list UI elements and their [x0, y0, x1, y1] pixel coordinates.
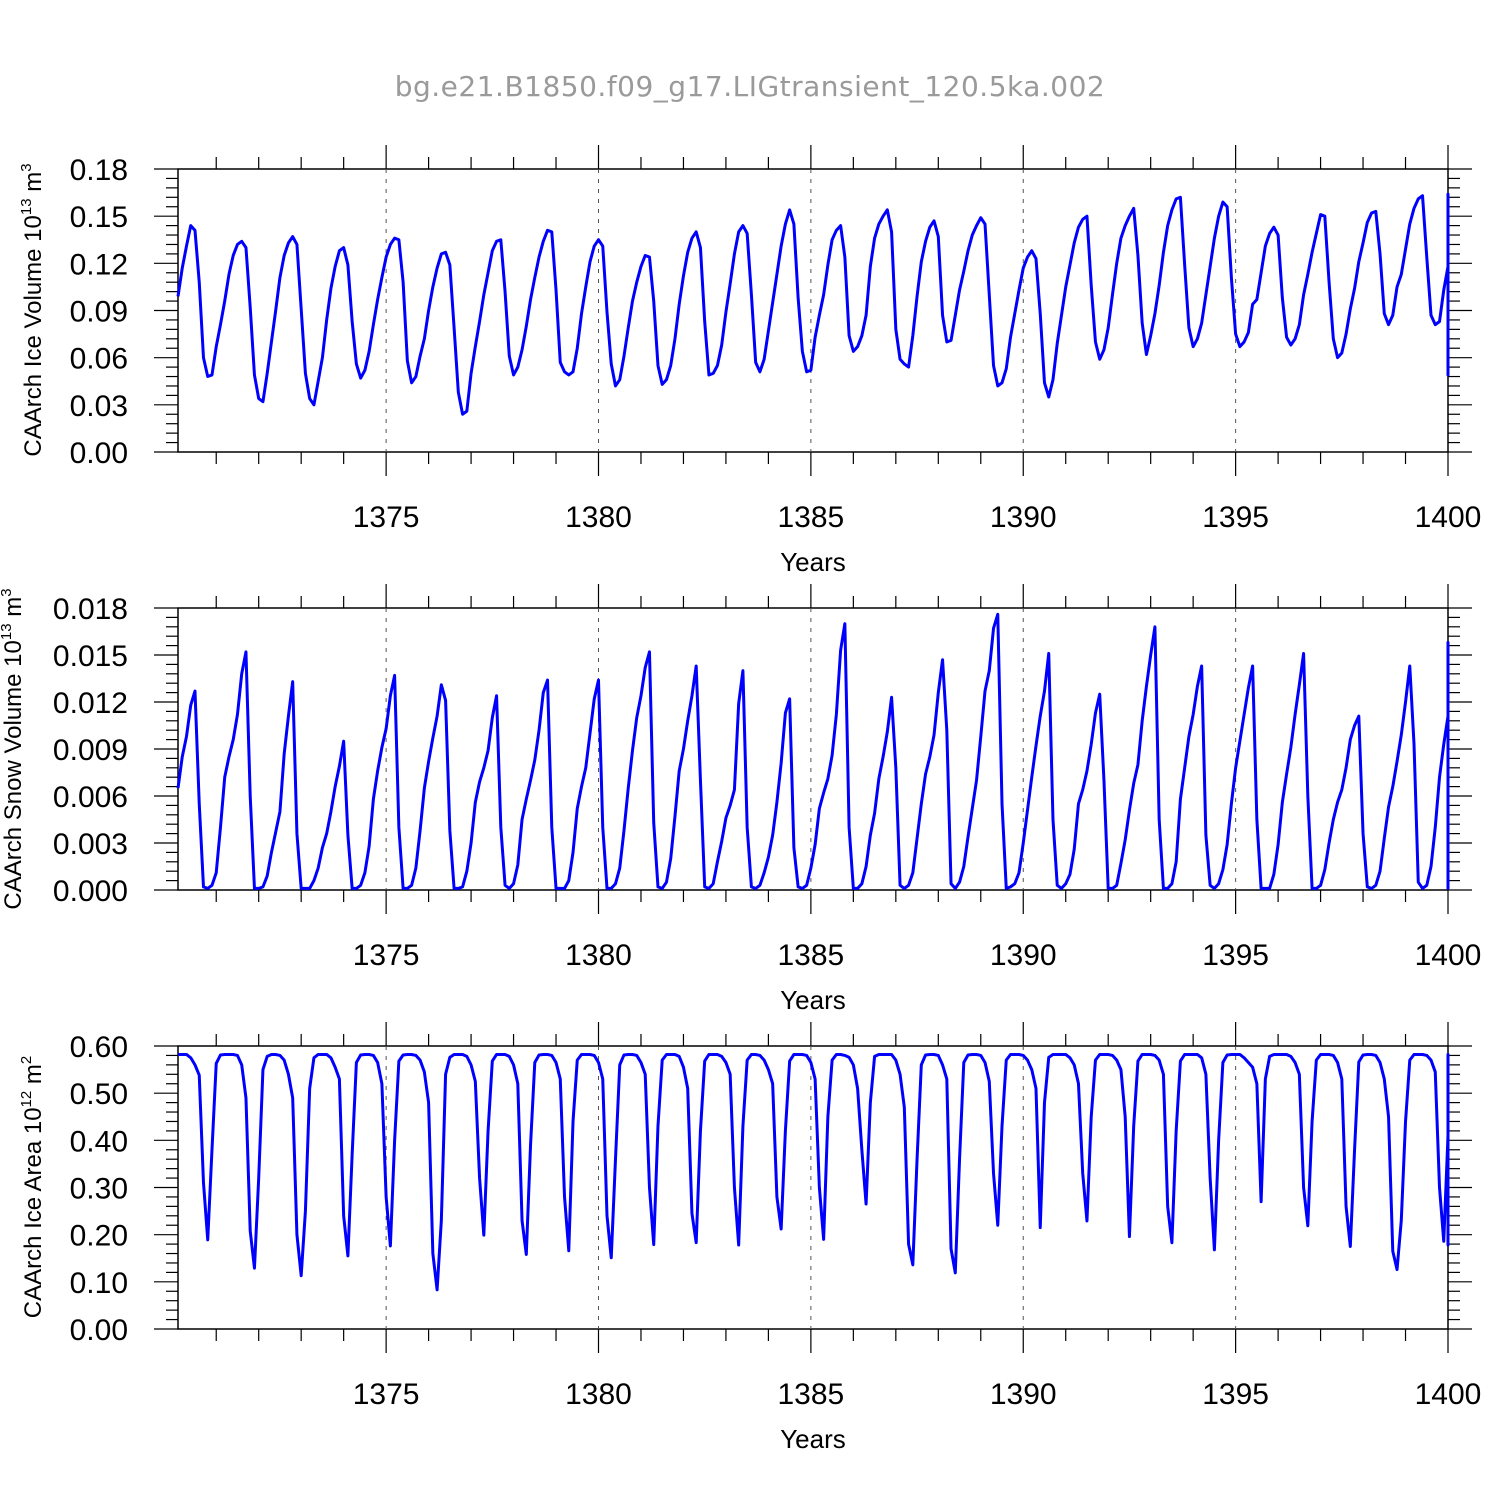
x-tick-label: 1395 [1202, 1378, 1269, 1411]
panel-snow-volume: 1375 1380 1385 1390 1395 1400 0.000 0.003 0.006… [0, 584, 1481, 1015]
y-tick-label: 0.30 [70, 1173, 128, 1206]
y-tick-label: 0.03 [70, 390, 128, 423]
x-axis-label: Years [780, 985, 846, 1015]
x-tick-label: 1390 [990, 501, 1057, 534]
x-tick-labels: 1375 1380 1385 1390 1395 1400 [353, 1378, 1482, 1411]
x-tick-label: 1395 [1202, 501, 1269, 534]
snow-volume-series-line [176, 612, 1450, 890]
x-axis-label: Years [780, 1424, 846, 1454]
y-tick-label: 0.009 [53, 734, 128, 767]
y-tick-label: 0.018 [53, 593, 128, 626]
x-tick-label: 1375 [353, 1378, 420, 1411]
x-tick-label: 1400 [1415, 501, 1482, 534]
x-tick-label: 1375 [353, 501, 420, 534]
figure-title: bg.e21.B1850.f09_g17.LIGtransient_120.5k… [395, 70, 1106, 103]
x-tick-label: 1380 [565, 939, 632, 972]
x-tick-label: 1385 [778, 939, 845, 972]
y-axis-label: CAArch Ice Volume 1013 m3 [18, 163, 47, 456]
x-tick-label: 1380 [565, 501, 632, 534]
y-tick-label: 0.015 [53, 640, 128, 673]
y-tick-label: 0.09 [70, 296, 128, 329]
y-tick-labels: 0.000 0.003 0.006 0.009 0.012 0.015 0.018 [53, 593, 128, 908]
x-tick-label: 1400 [1415, 1378, 1482, 1411]
y-tick-label: 0.012 [53, 687, 128, 720]
y-tick-label: 0.003 [53, 828, 128, 861]
y-tick-labels: 0.00 0.03 0.06 0.09 0.12 0.15 0.18 [70, 154, 128, 470]
x-tick-label: 1390 [990, 939, 1057, 972]
panel-ice-volume: 1375 1380 1385 1390 1395 1400 0.000.030.060.0… [18, 145, 1481, 577]
y-tick-marks [154, 1045, 1472, 1330]
y-tick-label: 0.20 [70, 1220, 128, 1253]
panel-ice-area: 1375 1380 1385 1390 1395 1400 0.00 0.10 0.20 0.3… [18, 1022, 1481, 1454]
y-tick-label: 0.50 [70, 1078, 128, 1111]
x-tick-label: 1385 [778, 501, 845, 534]
x-tick-label: 1375 [353, 939, 420, 972]
x-grid-lines [385, 1046, 1237, 1329]
ice-area-series-line [178, 1052, 1450, 1292]
x-grid-lines [385, 169, 1237, 452]
plot-frame [177, 168, 1449, 453]
y-tick-label: 0.006 [53, 781, 128, 814]
x-tick-marks [215, 1022, 1449, 1353]
x-tick-labels: 1375 1380 1385 1390 1395 1400 [353, 501, 1482, 534]
y-tick-label: 0.10 [70, 1267, 128, 1300]
y-tick-label: 0.000 [53, 875, 128, 908]
x-axis-label: Years [780, 547, 846, 577]
x-tick-labels: 1375 1380 1385 1390 1395 1400 [353, 939, 1482, 972]
y-tick-marks [154, 168, 1472, 453]
ice-volume-series-line [176, 192, 1450, 416]
y-tick-label: 0.15 [70, 201, 128, 234]
y-tick-label: 0.18 [70, 154, 128, 187]
x-tick-marks [215, 584, 1449, 914]
y-tick-label: 0.00 [70, 1314, 128, 1347]
y-tick-label: 0.00 [70, 437, 128, 470]
y-tick-marks [154, 607, 1472, 891]
x-tick-label: 1380 [565, 1378, 632, 1411]
y-tick-label: 0.12 [70, 248, 128, 281]
y-tick-label: 0.40 [70, 1125, 128, 1158]
x-tick-label: 1395 [1202, 939, 1269, 972]
x-tick-label: 1385 [778, 1378, 845, 1411]
y-axis-label: CAArch Snow Volume 1013 m3 [0, 588, 27, 909]
y-tick-label: 0.60 [70, 1031, 128, 1064]
y-tick-labels: 0.00 0.10 0.20 0.30 0.40 0.50 0.60 [70, 1031, 128, 1347]
x-grid-lines [385, 608, 1237, 890]
x-tick-label: 1400 [1415, 939, 1482, 972]
x-tick-marks [215, 145, 1449, 476]
y-axis-label: CAArch Ice Area 1012 m2 [18, 1056, 47, 1318]
y-tick-label: 0.06 [70, 343, 128, 376]
x-tick-label: 1390 [990, 1378, 1057, 1411]
